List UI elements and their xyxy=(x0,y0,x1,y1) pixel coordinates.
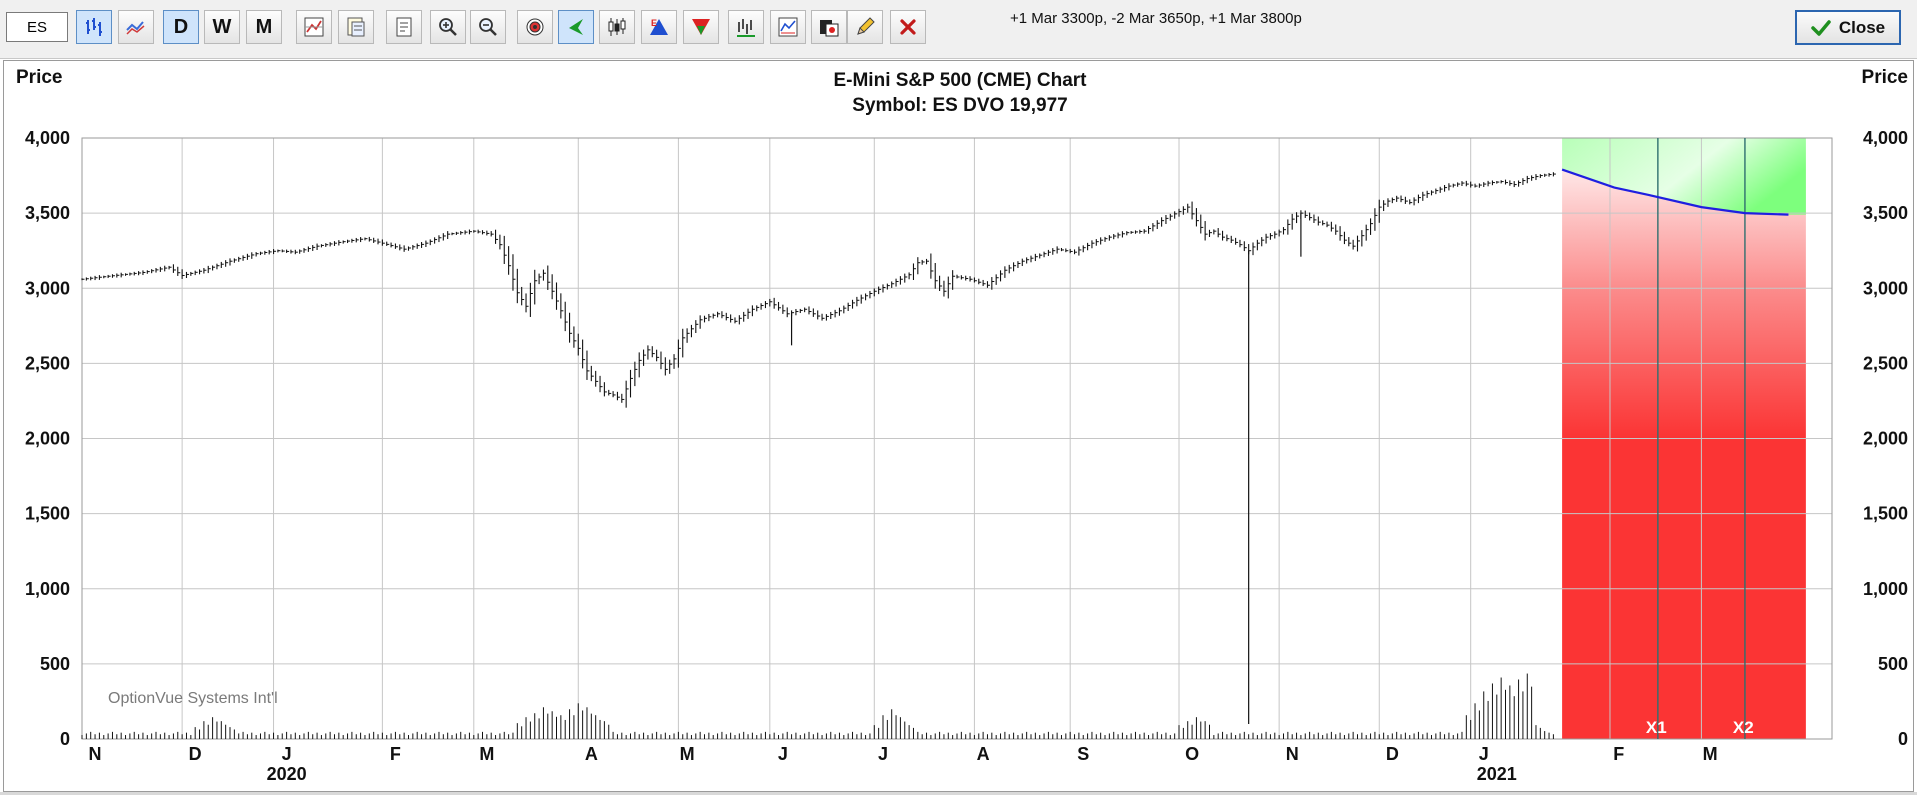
x-tick-label: S xyxy=(1077,744,1089,764)
close-label: Close xyxy=(1838,17,1886,37)
daily-label: D xyxy=(173,15,189,38)
toolbar: D W M E +1 Mar 3300p, -2 Mar xyxy=(0,0,1917,59)
y-tick-label-right: 3,500 xyxy=(1863,203,1908,223)
x-tick-label: N xyxy=(1286,744,1299,764)
palette-icon[interactable] xyxy=(811,10,847,44)
x-tick-label: J xyxy=(1479,744,1489,764)
y-tick-label-left: 2,000 xyxy=(25,429,70,449)
y-tick-label-left: 0 xyxy=(60,729,70,749)
chart-title: E-Mini S&P 500 (CME) Chart xyxy=(833,70,1087,91)
delete-x-icon[interactable] xyxy=(890,10,926,44)
x-tick-label: M xyxy=(680,744,695,764)
x-tick-label: M xyxy=(1703,744,1718,764)
triangle-up-icon[interactable]: E xyxy=(641,10,677,44)
expiration-label: X1 xyxy=(1646,718,1667,737)
status-strip xyxy=(0,792,1917,795)
price-chart[interactable]: X1 X2 0 0 500 500 1,000 1,000 1,500 1,500 2,000 2,0… xyxy=(4,61,1913,791)
y-tick-label-left: 2,500 xyxy=(25,353,70,373)
pencil-icon[interactable] xyxy=(847,10,883,44)
expiration-label: X2 xyxy=(1733,718,1754,737)
indicator-icon[interactable] xyxy=(770,10,806,44)
x-tick-label: D xyxy=(1386,744,1399,764)
bar-chart-icon[interactable] xyxy=(76,10,112,44)
monthly-button[interactable]: M xyxy=(246,10,282,44)
chart-settings-icon[interactable] xyxy=(296,10,332,44)
daily-button[interactable]: D xyxy=(163,10,199,44)
year-label: 2020 xyxy=(267,764,307,784)
notes-icon[interactable] xyxy=(386,10,422,44)
x-tick-label: J xyxy=(878,744,888,764)
monthly-label: M xyxy=(255,15,273,38)
line-chart-icon[interactable] xyxy=(118,10,154,44)
triangle-down-icon[interactable] xyxy=(683,10,719,44)
y-tick-label-right: 1,500 xyxy=(1863,504,1908,524)
x-tick-label: J xyxy=(282,744,292,764)
y-tick-label-left: 1,500 xyxy=(25,504,70,524)
x-tick-label: J xyxy=(778,744,788,764)
volume-bars xyxy=(81,673,1554,739)
y-axis-label-left: Price xyxy=(16,67,62,88)
y-tick-label-right: 0 xyxy=(1898,729,1908,749)
y-tick-label-left: 3,000 xyxy=(25,278,70,298)
x-tick-label: F xyxy=(1613,744,1624,764)
x-tick-label: N xyxy=(89,744,102,764)
svg-text:E: E xyxy=(651,18,657,28)
year-label: 2021 xyxy=(1477,764,1517,784)
candlestick-icon[interactable] xyxy=(599,10,635,44)
x-tick-label: A xyxy=(977,744,990,764)
y-tick-label-right: 3,000 xyxy=(1863,278,1908,298)
y-tick-label-right: 4,000 xyxy=(1863,128,1908,148)
close-button[interactable]: Close xyxy=(1795,10,1901,45)
y-tick-label-right: 1,000 xyxy=(1863,579,1908,599)
position-description: +1 Mar 3300p, -2 Mar 3650p, +1 Mar 3800p xyxy=(1010,10,1302,27)
y-tick-label-right: 2,500 xyxy=(1863,353,1908,373)
zoom-in-icon[interactable] xyxy=(430,10,466,44)
study-icon[interactable] xyxy=(338,10,374,44)
zoom-out-icon[interactable] xyxy=(470,10,506,44)
x-tick-label: A xyxy=(585,744,598,764)
y-tick-label-right: 500 xyxy=(1878,654,1908,674)
x-tick-label: M xyxy=(479,744,494,764)
x-tick-label: F xyxy=(390,744,401,764)
chart-panel: X1 X2 0 0 500 500 1,000 1,000 1,500 1,500 2,000 2,0… xyxy=(3,60,1914,792)
y-axis-label-right: Price xyxy=(1862,67,1908,88)
x-tick-label: D xyxy=(189,744,202,764)
chart-subtitle: Symbol: ES DVO 19,977 xyxy=(852,95,1067,116)
arrow-icon[interactable] xyxy=(558,10,594,44)
position-value-line xyxy=(1561,168,1789,216)
watermark: OptionVue Systems Int'l xyxy=(108,690,278,707)
y-tick-label-left: 3,500 xyxy=(25,203,70,223)
weekly-label: W xyxy=(212,15,232,38)
weekly-button[interactable]: W xyxy=(204,10,240,44)
x-tick-label: O xyxy=(1185,744,1199,764)
checkmark-icon xyxy=(1811,19,1831,36)
target-icon[interactable] xyxy=(517,10,553,44)
y-tick-label-left: 4,000 xyxy=(25,128,70,148)
y-tick-label-right: 2,000 xyxy=(1863,429,1908,449)
y-tick-label-left: 1,000 xyxy=(25,579,70,599)
symbol-input[interactable] xyxy=(6,12,68,42)
volume-bars-icon[interactable] xyxy=(728,10,764,44)
y-tick-label-left: 500 xyxy=(40,654,70,674)
price-bars xyxy=(81,172,1556,408)
